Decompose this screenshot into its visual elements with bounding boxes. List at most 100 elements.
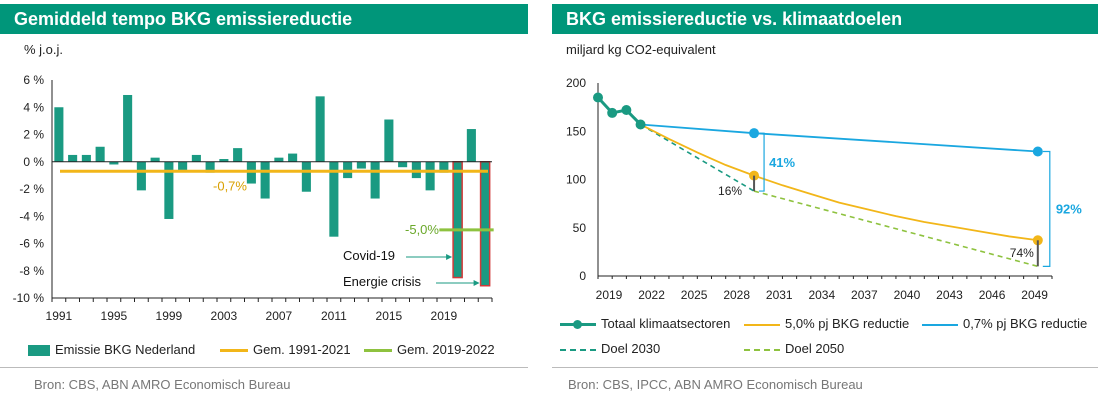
legend-label-emissions: Emissie BKG Nederland bbox=[55, 342, 196, 357]
avg-1991-2021-label: -0,7% bbox=[213, 178, 247, 193]
bar-1996 bbox=[123, 94, 133, 162]
y-tick-label: -8 % bbox=[19, 264, 44, 278]
bar-1999 bbox=[164, 161, 174, 219]
x-tick-label: 2025 bbox=[681, 288, 708, 302]
bar-2009 bbox=[301, 161, 311, 192]
y-tick-label: -2 % bbox=[19, 182, 44, 196]
legend-item-goal-2050: Doel 2050 bbox=[744, 341, 844, 357]
fast-reduction-line bbox=[640, 123, 1038, 242]
slow-2030-point bbox=[749, 128, 760, 139]
x-tick-label: 2028 bbox=[723, 288, 750, 302]
x-tick-label: 2043 bbox=[936, 288, 963, 302]
bar-2014 bbox=[370, 161, 380, 199]
bar-1994 bbox=[95, 146, 105, 162]
y-tick-label: 6 % bbox=[23, 73, 44, 87]
covid-arrowhead bbox=[446, 254, 453, 260]
legend-item-avg-long: Gem. 1991-2021 bbox=[220, 342, 351, 358]
covid-label: Covid-19 bbox=[343, 248, 395, 263]
total-emissions-point-2020 bbox=[607, 107, 618, 118]
legend-item-total: Totaal klimaatsectoren bbox=[560, 316, 730, 332]
bar-2010 bbox=[315, 96, 325, 162]
right-divider bbox=[552, 367, 1098, 368]
x-tick-label: 2049 bbox=[1021, 288, 1048, 302]
bar-1997 bbox=[136, 161, 146, 191]
bar-2018 bbox=[425, 161, 435, 191]
legend-label-avg-short: Gem. 2019-2022 bbox=[397, 342, 495, 357]
bar-1998 bbox=[150, 157, 160, 162]
bar-2011 bbox=[329, 161, 339, 237]
legend-item-emissions: Emissie BKG Nederland bbox=[28, 342, 195, 358]
right-chart-title: BKG emissiereductie vs. klimaatdoelen bbox=[552, 4, 1098, 34]
legend-item-avg-short: Gem. 2019-2022 bbox=[364, 342, 495, 358]
y-tick-label: 0 % bbox=[23, 155, 44, 169]
y-tick-label: -6 % bbox=[19, 237, 44, 251]
x-tick-label: 1995 bbox=[101, 309, 128, 323]
legend-swatch-slow bbox=[922, 323, 958, 326]
x-tick-label: 2034 bbox=[808, 288, 835, 302]
y-tick-label: -10 % bbox=[13, 291, 45, 305]
total-emissions-point-2021 bbox=[621, 105, 632, 116]
total-emissions-point-2019 bbox=[593, 92, 603, 103]
gap-2050-label: 92% bbox=[1056, 201, 1082, 216]
y-tick-label: 4 % bbox=[23, 100, 44, 114]
x-tick-label: 2007 bbox=[266, 309, 293, 323]
legend-item-fast: 5,0% pj BKG reductie bbox=[744, 316, 909, 332]
x-tick-label: 2003 bbox=[211, 309, 238, 323]
pct-74-label: 74% bbox=[1010, 246, 1034, 260]
total-emissions-line bbox=[596, 96, 642, 126]
y-tick-label: 2 % bbox=[23, 128, 44, 142]
x-tick-label: 2019 bbox=[596, 288, 623, 302]
left-chart-unit: % j.o.j. bbox=[24, 42, 64, 57]
x-tick-label: 2019 bbox=[431, 309, 458, 323]
legend-swatch-total bbox=[560, 320, 596, 330]
bar-2008 bbox=[288, 153, 298, 162]
legend-label-slow: 0,7% pj BKG reductie bbox=[963, 316, 1088, 331]
bar-2016 bbox=[398, 161, 408, 168]
bracket-2030 bbox=[759, 132, 765, 192]
y-tick-label: 200 bbox=[566, 76, 586, 90]
right-chart-unit: miljard kg CO2-equivalent bbox=[566, 42, 716, 57]
bar-1991 bbox=[54, 107, 64, 162]
bar-2006 bbox=[260, 161, 270, 199]
gap-2030-label: 41% bbox=[769, 155, 795, 170]
x-tick-label: 2031 bbox=[766, 288, 793, 302]
legend-item-slow: 0,7% pj BKG reductie bbox=[922, 316, 1087, 332]
legend-swatch-emissions bbox=[28, 345, 50, 357]
left-chart-title: Gemiddeld tempo BKG emissiereductie bbox=[0, 4, 528, 34]
x-tick-label: 2037 bbox=[851, 288, 878, 302]
legend-swatch-avg-long bbox=[220, 349, 248, 353]
bar-2001 bbox=[191, 154, 201, 162]
right-line-chart: 200 150 100 50 0 2019 2022 2025 2028 2031 2034 2037… bbox=[566, 76, 1082, 302]
right-chart-panel: BKG emissiereductie vs. klimaatdoelen mi… bbox=[552, 0, 1108, 408]
slow-2050-point bbox=[1032, 146, 1043, 157]
legend-label-goal-2050: Doel 2050 bbox=[785, 341, 845, 356]
x-tick-label: 2015 bbox=[376, 309, 403, 323]
y-tick-label: 50 bbox=[573, 221, 587, 235]
legend-label-avg-long: Gem. 1991-2021 bbox=[253, 342, 351, 357]
legend-swatch-avg-short bbox=[364, 349, 392, 353]
bar-2004 bbox=[233, 148, 243, 162]
bar-1992 bbox=[68, 154, 78, 162]
legend-swatch-goal-2030 bbox=[560, 348, 596, 351]
bar-2003 bbox=[219, 159, 229, 162]
pct-16-label: 16% bbox=[718, 184, 742, 198]
legend-label-goal-2030: Doel 2030 bbox=[601, 341, 661, 356]
y-tick-label: 0 bbox=[579, 269, 586, 283]
bar-2021 bbox=[466, 129, 476, 162]
right-source: Bron: CBS, IPCC, ABN AMRO Economisch Bur… bbox=[568, 377, 863, 392]
bar-2015 bbox=[384, 119, 394, 162]
legend-swatch-goal-2050 bbox=[744, 348, 780, 351]
left-bar-chart: 6 % 4 % 2 % 0 % -2 % -4 % -6 % -8 % -10 %1991 199… bbox=[13, 73, 494, 323]
bar-2022 bbox=[479, 161, 491, 287]
x-tick-label: 2022 bbox=[638, 288, 665, 302]
bar-2000 bbox=[178, 161, 188, 170]
bracket-2050 bbox=[1042, 150, 1051, 267]
legend-item-goal-2030: Doel 2030 bbox=[560, 341, 660, 357]
x-tick-label: 1991 bbox=[46, 309, 73, 323]
bar-2019 bbox=[439, 161, 449, 173]
bar-2002 bbox=[205, 161, 215, 173]
bar-1995 bbox=[109, 161, 119, 165]
y-tick-label: 150 bbox=[566, 124, 586, 138]
bar-1993 bbox=[81, 154, 91, 162]
x-tick-label: 2040 bbox=[894, 288, 921, 302]
